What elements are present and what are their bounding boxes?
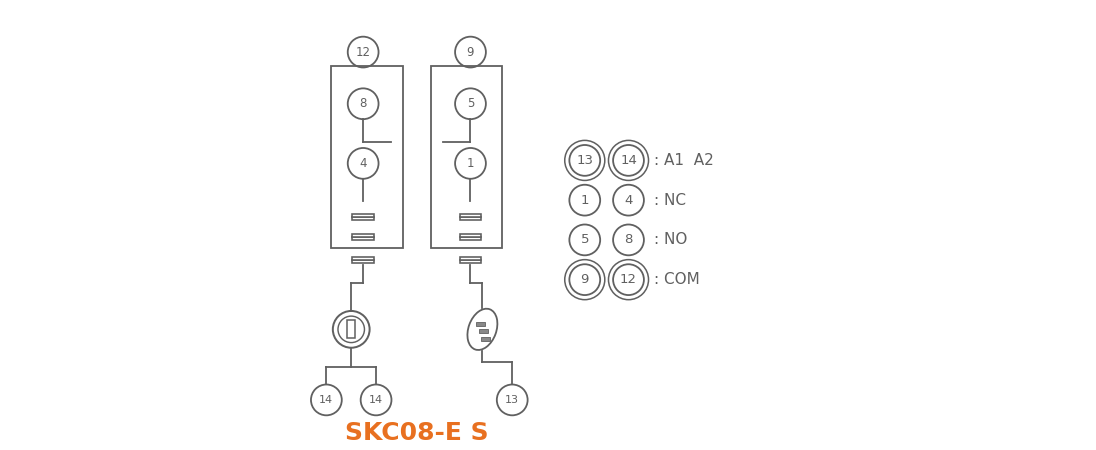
Bar: [331, 66, 403, 248]
Bar: [352, 234, 374, 237]
Bar: [459, 234, 481, 237]
Bar: [481, 337, 490, 341]
Bar: [476, 322, 484, 326]
Text: 14: 14: [369, 395, 384, 405]
Bar: [347, 320, 355, 338]
Bar: [431, 66, 502, 248]
Text: 12: 12: [620, 273, 637, 286]
Text: : NO: : NO: [654, 232, 687, 248]
Bar: [479, 329, 488, 333]
Text: 14: 14: [620, 154, 637, 167]
Bar: [459, 260, 481, 263]
Text: SKC08-E S: SKC08-E S: [345, 421, 489, 445]
Text: 1: 1: [467, 157, 475, 170]
Bar: [459, 257, 481, 260]
Bar: [459, 214, 481, 217]
Bar: [352, 260, 374, 263]
Text: : NC: : NC: [654, 193, 686, 207]
Text: : A1  A2: : A1 A2: [654, 153, 713, 168]
Bar: [352, 237, 374, 240]
Text: 5: 5: [467, 97, 475, 110]
Text: 8: 8: [359, 97, 367, 110]
Text: 13: 13: [505, 395, 520, 405]
Text: 9: 9: [581, 273, 589, 286]
Bar: [459, 237, 481, 240]
Text: 8: 8: [625, 234, 632, 247]
Text: 4: 4: [625, 194, 632, 207]
Text: : COM: : COM: [654, 272, 699, 287]
Bar: [352, 214, 374, 217]
Text: 13: 13: [576, 154, 593, 167]
Text: 12: 12: [355, 45, 370, 58]
Text: 14: 14: [319, 395, 333, 405]
Text: 4: 4: [359, 157, 367, 170]
Bar: [459, 217, 481, 220]
Text: 9: 9: [467, 45, 475, 58]
Bar: [352, 217, 374, 220]
Text: 1: 1: [581, 194, 589, 207]
Text: 5: 5: [581, 234, 589, 247]
Bar: [352, 257, 374, 260]
